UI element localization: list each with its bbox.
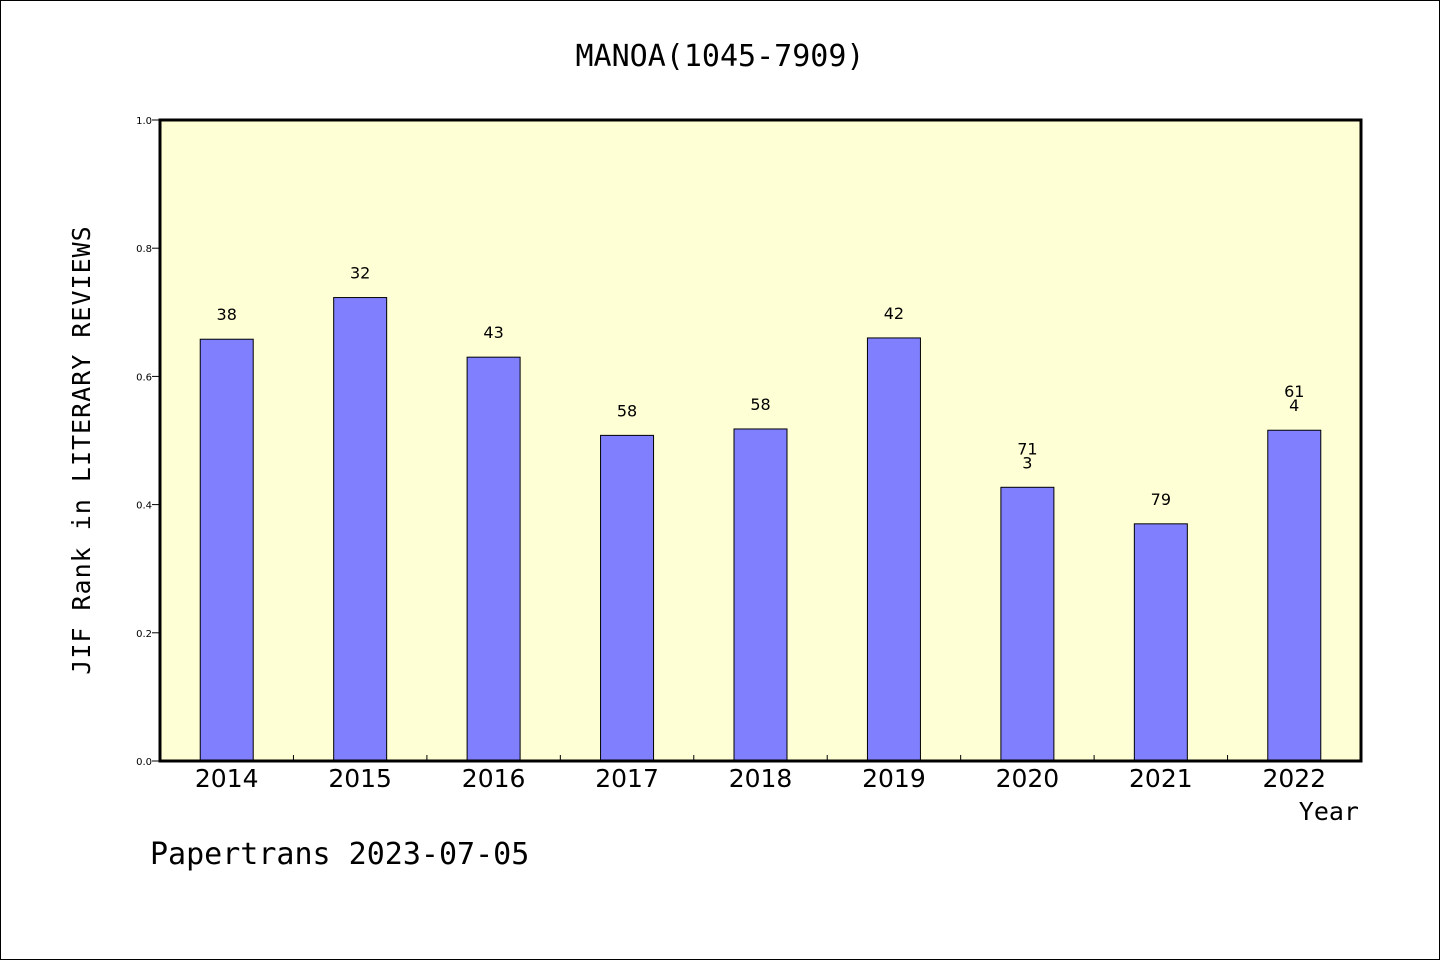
bar-2018 — [733, 428, 788, 762]
x-tick-label-2019: 2019 — [862, 764, 926, 793]
data-label-2022-line1: 61 — [1284, 382, 1304, 401]
data-label-2021: 79 — [1151, 490, 1171, 509]
data-label-2014: 38 — [217, 305, 237, 324]
data-label-2015: 32 — [350, 264, 370, 283]
data-label-2019: 42 — [884, 304, 904, 323]
y-tick-label-0.4: 0.4 — [136, 501, 152, 512]
x-axis-ticks: 2014 2015 2016 2017 2018 2019 2020 2021 2022 — [195, 755, 1326, 793]
data-label-2020-line1: 71 — [1017, 439, 1037, 458]
plot-border — [158, 118, 1363, 763]
x-tick-label-2022: 2022 — [1262, 764, 1326, 793]
bar-2015 — [333, 297, 388, 762]
x-tick-label-2014: 2014 — [195, 764, 259, 793]
x-tick-label-2016: 2016 — [462, 764, 526, 793]
bar-2020 — [1000, 486, 1055, 762]
y-axis-label: JIF Rank in LITERARY REVIEWS — [67, 225, 96, 674]
bars-group — [199, 297, 1322, 762]
x-tick-label-2021: 2021 — [1129, 764, 1193, 793]
y-tick-label-0.8: 0.8 — [136, 244, 152, 255]
bar-2021 — [1133, 523, 1188, 762]
x-tick-label-2017: 2017 — [595, 764, 659, 793]
bar-2022 — [1267, 429, 1322, 762]
y-tick-label-0.2: 0.2 — [136, 629, 152, 640]
data-labels-group: 38 32 43 58 58 42 713 79 614 — [217, 264, 1305, 509]
x-tick-label-2018: 2018 — [729, 764, 793, 793]
bar-2014 — [199, 338, 254, 762]
y-tick-label-0.0: 0.0 — [136, 757, 152, 768]
data-label-2016: 43 — [483, 323, 503, 342]
x-tick-label-2020: 2020 — [996, 764, 1060, 793]
y-axis-ticks: 0.0 0.2 0.4 0.6 0.8 1.0 — [136, 116, 160, 768]
x-axis-label: Year — [1299, 797, 1359, 826]
data-label-2020-line2: 3 — [1022, 453, 1032, 472]
x-tick-label-2015: 2015 — [328, 764, 392, 793]
data-label-2017: 58 — [617, 401, 637, 420]
y-tick-label-0.6: 0.6 — [136, 372, 152, 383]
bar-2017 — [600, 434, 655, 762]
bar-2016 — [466, 356, 521, 762]
data-label-2022-line2: 4 — [1289, 396, 1299, 415]
footer-text: Papertrans 2023-07-05 — [150, 837, 529, 872]
data-label-2018: 58 — [750, 395, 770, 414]
bar-2019 — [866, 337, 921, 762]
chart-title: MANOA(1045-7909) — [576, 39, 865, 74]
y-tick-label-1.0: 1.0 — [136, 116, 152, 127]
